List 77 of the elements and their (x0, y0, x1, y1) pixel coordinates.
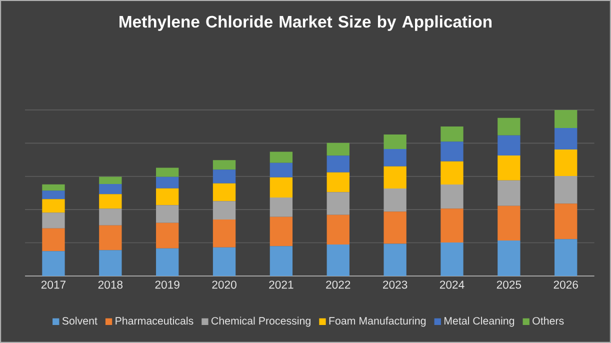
legend-label: Pharmaceuticals (116, 316, 194, 325)
bar (384, 188, 406, 212)
bar (384, 212, 406, 244)
bar (554, 128, 578, 150)
bar (440, 161, 464, 185)
bar (156, 222, 179, 248)
x-tick-label: 2020 (212, 280, 236, 289)
bar (156, 168, 179, 177)
bar (498, 118, 520, 136)
bar (156, 188, 179, 206)
x-tick-label: 2024 (440, 280, 464, 289)
x-tick-label: 2026 (554, 280, 578, 289)
bar (270, 197, 293, 217)
bar (326, 244, 350, 276)
bar (440, 208, 464, 242)
bar (212, 160, 236, 170)
bar (270, 246, 293, 276)
legend-label: Others (532, 316, 564, 325)
bar (384, 244, 406, 276)
bar (42, 228, 65, 252)
bar (156, 248, 179, 276)
bar (326, 142, 350, 156)
bar (440, 126, 464, 142)
bar (156, 205, 179, 223)
bar (212, 220, 236, 248)
x-tick-label: 2022 (326, 280, 350, 289)
bar (384, 166, 406, 188)
bar (99, 250, 122, 276)
bar (326, 192, 350, 215)
bar (384, 148, 406, 166)
bar (99, 208, 122, 226)
chart-title: Methylene Chloride Market Size by Application (120, 15, 492, 31)
bar (498, 206, 520, 240)
bar (212, 247, 236, 276)
bar (384, 134, 406, 149)
bar (554, 110, 578, 128)
bar (42, 184, 65, 191)
bar (42, 212, 65, 228)
bar (270, 216, 293, 246)
bar (99, 194, 122, 209)
bar (270, 152, 293, 163)
bar (440, 142, 464, 162)
bar (42, 251, 65, 276)
x-tick-label: 2018 (98, 280, 123, 289)
legend-label: Chemical Processing (212, 316, 310, 327)
bar (99, 225, 122, 250)
bar (554, 204, 578, 240)
bar (326, 214, 350, 244)
legend-label: Metal Cleaning (444, 316, 514, 327)
legend-label: Foam Manufacturing (329, 316, 426, 327)
bar (270, 162, 293, 178)
bar (554, 149, 578, 176)
bar (99, 184, 122, 194)
bar (326, 172, 350, 192)
bar (156, 176, 179, 188)
bar (212, 170, 236, 184)
bar (212, 201, 236, 220)
x-tick-label: 2017 (41, 280, 66, 289)
bar (498, 240, 520, 276)
bar (326, 156, 350, 172)
x-tick-label: 2023 (383, 280, 408, 289)
bar (42, 190, 65, 200)
bar (498, 135, 520, 156)
x-tick-label: 2025 (496, 280, 522, 289)
x-tick-label: 2019 (155, 280, 180, 289)
bar (440, 184, 464, 209)
bar (212, 183, 236, 202)
bar (440, 242, 464, 276)
bar (498, 155, 520, 180)
bar (99, 176, 122, 184)
legend-label: Solvent (62, 316, 98, 325)
bar (554, 239, 578, 276)
bar (554, 176, 578, 204)
bar (42, 199, 65, 213)
bar (270, 177, 293, 198)
x-tick-label: 2021 (269, 280, 294, 289)
bar (498, 180, 520, 206)
